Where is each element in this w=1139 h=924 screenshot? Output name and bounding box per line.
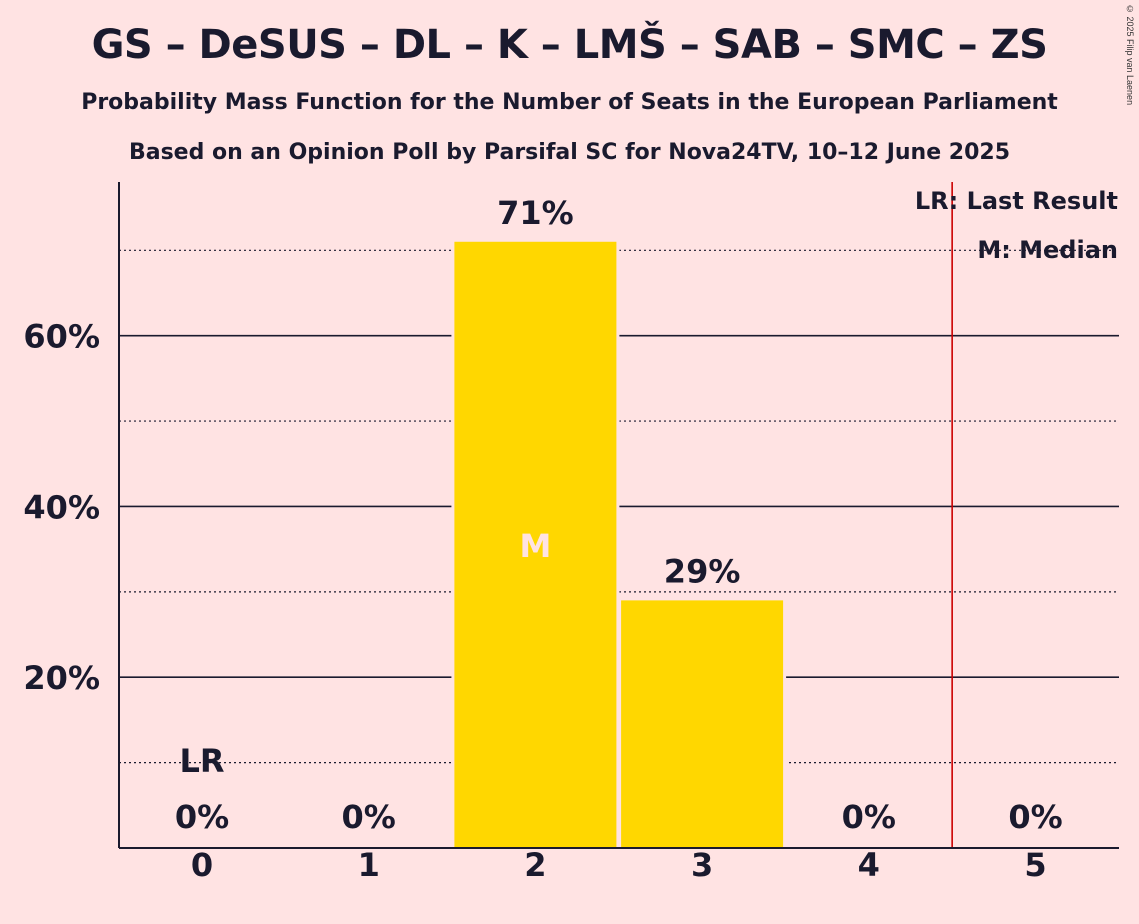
data-label: 0% [1008, 798, 1062, 836]
median-marker: M [519, 527, 551, 565]
data-label: 0% [175, 798, 229, 836]
x-tick-label: 1 [358, 846, 380, 884]
last-result-marker: LR [179, 742, 224, 780]
legend-entry: M: Median [977, 236, 1118, 264]
bar-seat-3 [621, 600, 784, 848]
data-label: 71% [497, 194, 574, 232]
data-label: 0% [842, 798, 896, 836]
x-tick-label: 4 [858, 846, 880, 884]
x-tick-label: 0 [191, 846, 213, 884]
chart-title: GS – DeSUS – DL – K – LMŠ – SAB – SMC – … [91, 22, 1048, 68]
data-label: 0% [342, 798, 396, 836]
data-label: 29% [664, 552, 741, 590]
chart-subtitle-1: Probability Mass Function for the Number… [81, 90, 1058, 115]
y-tick-label: 60% [23, 318, 100, 356]
legend-entry: LR: Last Result [915, 187, 1118, 215]
x-tick-label: 2 [524, 846, 546, 884]
bar-seat-2 [454, 241, 617, 848]
copyright-note: © 2025 Filip van Laenen [1125, 4, 1135, 106]
x-tick-label: 3 [691, 846, 713, 884]
x-tick-label: 5 [1024, 846, 1046, 884]
y-tick-label: 40% [23, 488, 100, 526]
chart-subtitle-2: Based on an Opinion Poll by Parsifal SC … [128, 140, 1011, 165]
y-tick-label: 20% [23, 659, 100, 697]
